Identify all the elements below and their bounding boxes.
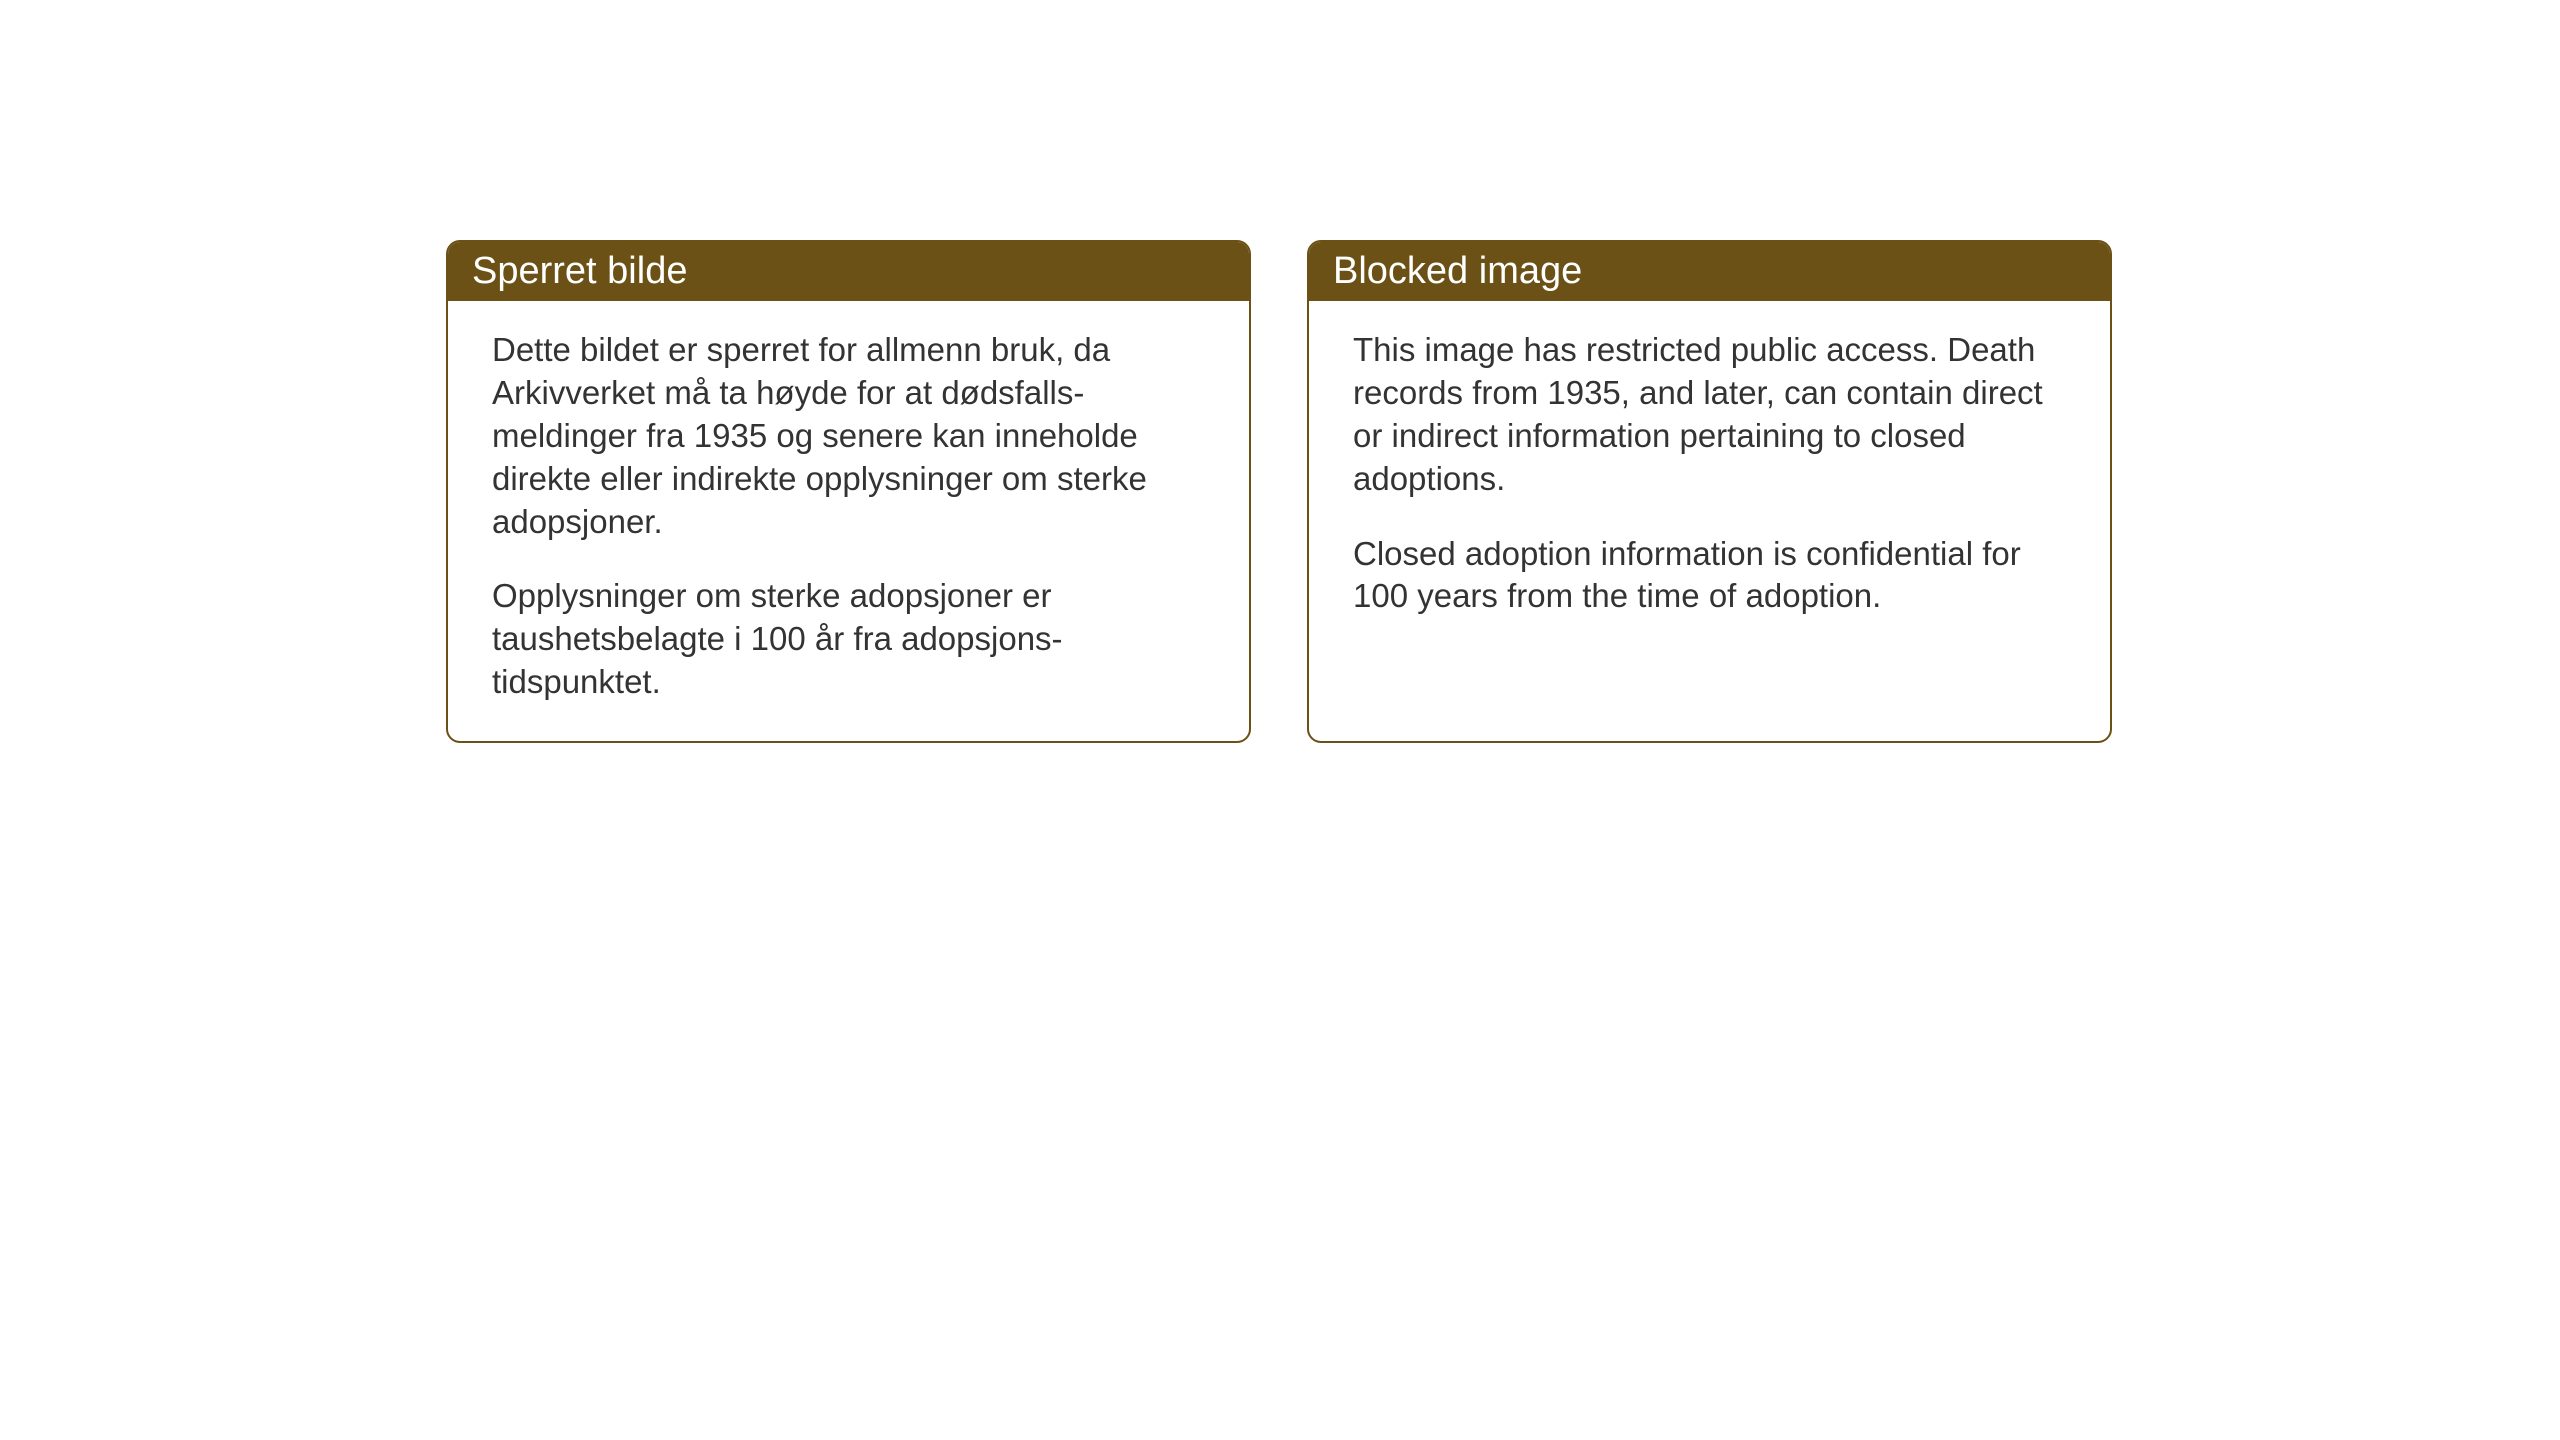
norwegian-notice-body: Dette bildet er sperret for allmenn bruk… [448, 301, 1249, 741]
english-notice-card: Blocked image This image has restricted … [1307, 240, 2112, 743]
norwegian-notice-paragraph-2: Opplysninger om sterke adopsjoner er tau… [492, 575, 1205, 704]
english-notice-paragraph-1: This image has restricted public access.… [1353, 329, 2066, 501]
norwegian-notice-card: Sperret bilde Dette bildet er sperret fo… [446, 240, 1251, 743]
norwegian-notice-title: Sperret bilde [448, 242, 1249, 301]
english-notice-paragraph-2: Closed adoption information is confident… [1353, 533, 2066, 619]
english-notice-title: Blocked image [1309, 242, 2110, 301]
norwegian-notice-paragraph-1: Dette bildet er sperret for allmenn bruk… [492, 329, 1205, 543]
english-notice-body: This image has restricted public access.… [1309, 301, 2110, 741]
notice-container: Sperret bilde Dette bildet er sperret fo… [0, 0, 2560, 743]
